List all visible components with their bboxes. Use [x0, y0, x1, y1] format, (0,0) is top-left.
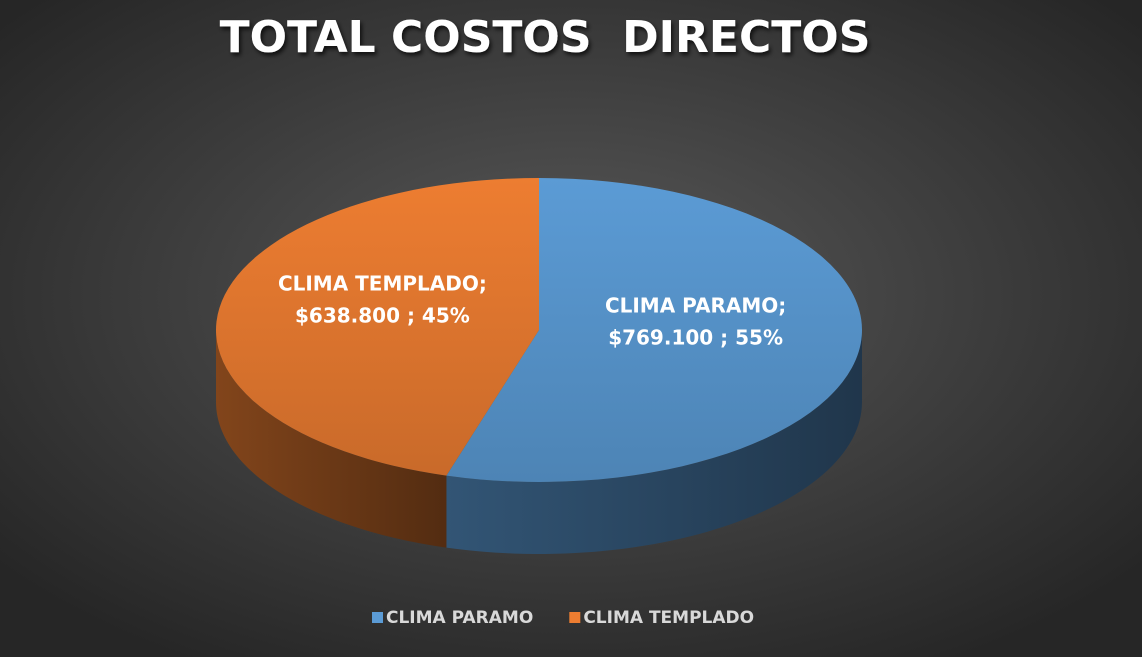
pie: [216, 178, 863, 554]
legend-swatch: [569, 612, 581, 623]
chart-title: TOTAL COSTOS DIRECTOS: [220, 12, 871, 63]
slice: [216, 178, 539, 476]
legend-label: CLIMA PARAMO: [386, 608, 533, 628]
data-label: $769.100 ; 55%: [608, 325, 783, 349]
data-label-name: CLIMA PARAMO;: [605, 293, 786, 317]
slice-side: [446, 330, 862, 554]
slice-side: [216, 330, 447, 548]
legend-swatch: [372, 612, 383, 623]
data-labels: CLIMA PARAMO; $769.100 ; 55% CLIMA TEMPLAD…: [278, 272, 786, 350]
data-label: $638.800 ; 45%: [295, 304, 470, 328]
slice: [446, 178, 863, 483]
legend-label: CLIMA TEMPLADO: [583, 608, 754, 628]
legend: CLIMA PARAMO CLIMA TEMPLADO: [372, 608, 754, 628]
data-label-name: CLIMA TEMPLADO;: [278, 272, 487, 296]
